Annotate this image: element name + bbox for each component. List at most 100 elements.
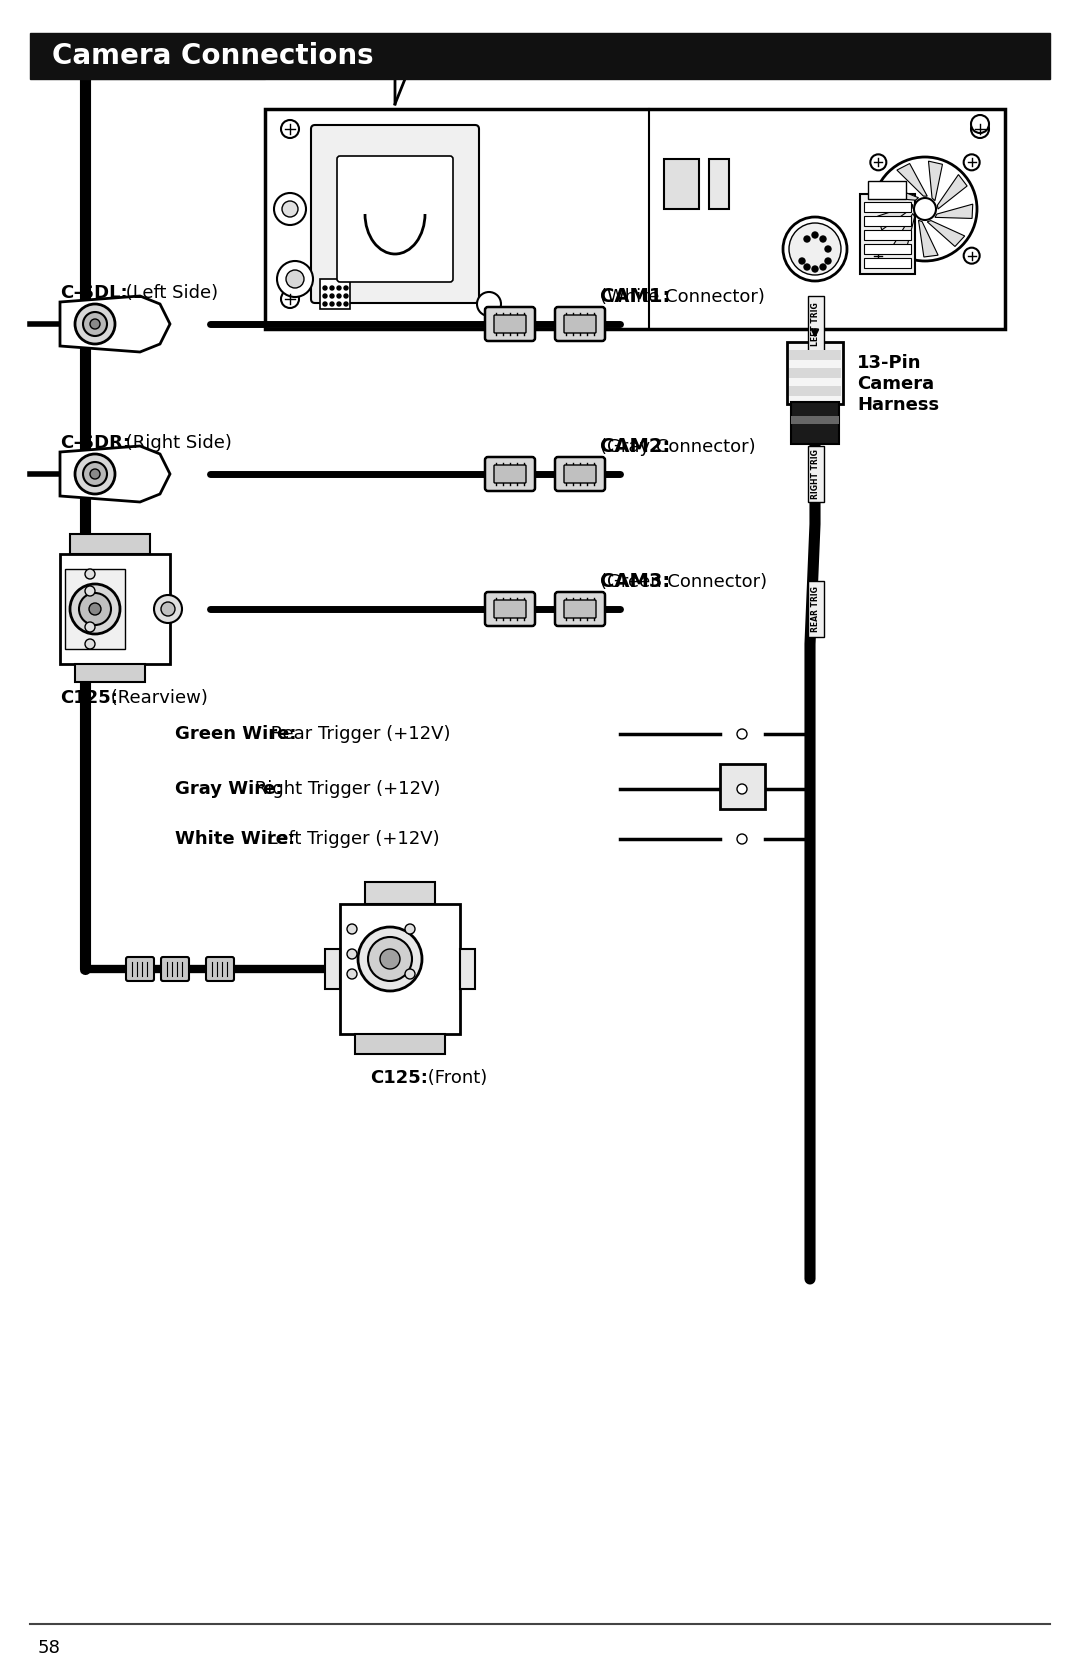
Circle shape bbox=[286, 270, 303, 289]
Circle shape bbox=[90, 319, 100, 329]
Circle shape bbox=[971, 115, 989, 134]
Circle shape bbox=[963, 247, 980, 264]
Circle shape bbox=[873, 157, 977, 260]
Bar bbox=[325, 950, 340, 990]
Circle shape bbox=[281, 120, 299, 139]
Circle shape bbox=[83, 462, 107, 486]
Polygon shape bbox=[60, 295, 170, 352]
Circle shape bbox=[345, 294, 348, 299]
Circle shape bbox=[737, 834, 747, 845]
Circle shape bbox=[963, 154, 980, 170]
Circle shape bbox=[85, 569, 95, 579]
Bar bbox=[864, 259, 912, 269]
Circle shape bbox=[161, 603, 175, 616]
Circle shape bbox=[812, 265, 818, 272]
Circle shape bbox=[737, 784, 747, 794]
Circle shape bbox=[330, 294, 334, 299]
Circle shape bbox=[85, 639, 95, 649]
Text: Left Trigger (+12V): Left Trigger (+12V) bbox=[262, 829, 440, 848]
Circle shape bbox=[323, 302, 327, 305]
FancyBboxPatch shape bbox=[564, 315, 596, 334]
Polygon shape bbox=[929, 162, 943, 200]
Polygon shape bbox=[878, 205, 913, 230]
Polygon shape bbox=[893, 214, 915, 252]
Circle shape bbox=[345, 302, 348, 305]
Text: 58: 58 bbox=[38, 1639, 60, 1657]
Circle shape bbox=[330, 285, 334, 290]
Circle shape bbox=[477, 292, 501, 315]
Bar bbox=[60, 554, 170, 664]
Circle shape bbox=[323, 294, 327, 299]
Circle shape bbox=[79, 592, 111, 624]
Circle shape bbox=[347, 950, 357, 960]
Bar bbox=[720, 764, 765, 809]
Circle shape bbox=[804, 235, 810, 242]
Bar bbox=[30, 33, 1050, 78]
Polygon shape bbox=[918, 220, 939, 257]
Text: C125:: C125: bbox=[60, 689, 118, 708]
Circle shape bbox=[281, 290, 299, 309]
Polygon shape bbox=[937, 175, 967, 209]
Circle shape bbox=[825, 245, 831, 252]
Text: Green Wire:: Green Wire: bbox=[175, 724, 297, 743]
Circle shape bbox=[914, 199, 936, 220]
Circle shape bbox=[820, 235, 826, 242]
Bar bbox=[75, 664, 145, 683]
Bar bbox=[791, 416, 839, 424]
Bar bbox=[864, 244, 912, 254]
FancyBboxPatch shape bbox=[494, 599, 526, 618]
Text: (Green Connector): (Green Connector) bbox=[600, 552, 767, 591]
Polygon shape bbox=[935, 204, 973, 219]
Circle shape bbox=[330, 302, 334, 305]
Bar bbox=[791, 402, 839, 444]
Bar bbox=[708, 159, 729, 209]
Circle shape bbox=[282, 200, 298, 217]
Circle shape bbox=[405, 925, 415, 935]
Polygon shape bbox=[928, 220, 964, 247]
Circle shape bbox=[804, 264, 810, 270]
Circle shape bbox=[820, 264, 826, 270]
Bar bbox=[787, 342, 843, 404]
Bar bbox=[664, 159, 699, 209]
FancyBboxPatch shape bbox=[555, 592, 605, 626]
Text: C-SDR:: C-SDR: bbox=[60, 434, 130, 452]
Circle shape bbox=[405, 970, 415, 980]
Bar bbox=[460, 950, 475, 990]
Circle shape bbox=[799, 259, 805, 264]
Bar bbox=[860, 194, 915, 274]
Bar bbox=[340, 905, 460, 1035]
Circle shape bbox=[825, 259, 831, 264]
Text: LEFT TRIG: LEFT TRIG bbox=[811, 302, 821, 345]
Circle shape bbox=[85, 586, 95, 596]
FancyBboxPatch shape bbox=[555, 307, 605, 340]
FancyBboxPatch shape bbox=[564, 599, 596, 618]
Circle shape bbox=[337, 285, 341, 290]
Bar bbox=[864, 215, 912, 225]
Circle shape bbox=[789, 224, 841, 275]
FancyBboxPatch shape bbox=[485, 307, 535, 340]
Bar bbox=[365, 881, 435, 905]
Circle shape bbox=[337, 302, 341, 305]
Circle shape bbox=[345, 285, 348, 290]
Circle shape bbox=[90, 469, 100, 479]
Bar bbox=[265, 108, 1005, 329]
Bar bbox=[868, 180, 906, 199]
Text: CAM3:: CAM3: bbox=[600, 572, 670, 591]
Text: Camera Connections: Camera Connections bbox=[52, 42, 374, 70]
FancyBboxPatch shape bbox=[337, 155, 453, 282]
Polygon shape bbox=[60, 446, 170, 502]
Bar bbox=[789, 350, 841, 361]
Text: C125:: C125: bbox=[370, 1070, 428, 1087]
Circle shape bbox=[83, 312, 107, 335]
FancyBboxPatch shape bbox=[206, 956, 234, 981]
Bar bbox=[789, 367, 841, 377]
Text: (White Connector): (White Connector) bbox=[600, 267, 765, 305]
Circle shape bbox=[274, 194, 306, 225]
Circle shape bbox=[89, 603, 102, 614]
Circle shape bbox=[347, 925, 357, 935]
Text: CAM2:: CAM2: bbox=[600, 437, 671, 456]
Text: (Front): (Front) bbox=[422, 1070, 487, 1087]
Circle shape bbox=[70, 584, 120, 634]
Circle shape bbox=[75, 304, 114, 344]
Circle shape bbox=[737, 729, 747, 739]
